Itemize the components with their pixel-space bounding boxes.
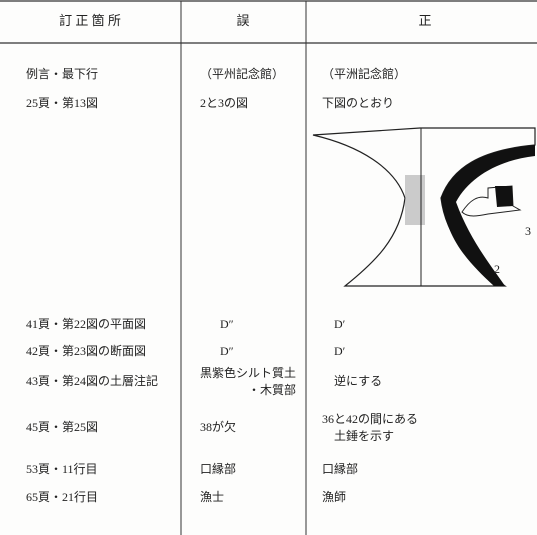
- cell-text: 逆にする: [334, 373, 382, 388]
- figure-label: 2: [494, 262, 500, 276]
- cell-text: 土錘を示す: [334, 428, 394, 443]
- cell-text: 45頁・第25図: [26, 420, 98, 434]
- cell-text: 38が欠: [200, 419, 236, 434]
- header-cell: 誤: [236, 13, 249, 28]
- cell-text: 41頁・第22図の平面図: [26, 317, 146, 331]
- cell-text: 漁師: [322, 490, 346, 504]
- cell-text: D′: [334, 317, 346, 331]
- cell-text: D′: [334, 344, 346, 358]
- figure: 3 2: [312, 127, 536, 287]
- header-cell: 正: [418, 13, 431, 28]
- cell-text: （平洲記念館）: [322, 66, 406, 81]
- cell-text: 口縁部: [322, 461, 358, 476]
- cell-text: 例言・最下行: [26, 67, 98, 81]
- cell-text: 2と3の図: [200, 96, 248, 110]
- cell-text: 黒紫色シルト質土: [200, 365, 296, 380]
- header-cell: 訂 正 箇 所: [59, 13, 121, 28]
- cell-text: D″: [220, 344, 234, 358]
- figure-label: 3: [525, 224, 531, 238]
- anvil-shade: [441, 145, 535, 286]
- cell-text: 53頁・11行目: [26, 462, 98, 476]
- cell-text: 下図のとおり: [322, 96, 394, 110]
- cell-text: 漁士: [200, 490, 224, 504]
- cell-text: 口縁部: [200, 461, 236, 476]
- cell-text: 43頁・第24図の土層注記: [26, 373, 158, 388]
- cell-text: （平州記念館）: [200, 66, 284, 81]
- anvil-texture: [405, 175, 425, 225]
- cell-text: D″: [220, 317, 234, 331]
- cell-text: 65頁・21行目: [26, 490, 98, 504]
- small-figure-shade: [495, 186, 513, 207]
- cell-text: 25頁・第13図: [26, 96, 98, 110]
- cell-text: 42頁・第23図の断面図: [26, 343, 146, 358]
- cell-text: 36と42の間にある: [322, 412, 418, 426]
- cell-text: ・木質部: [248, 382, 296, 397]
